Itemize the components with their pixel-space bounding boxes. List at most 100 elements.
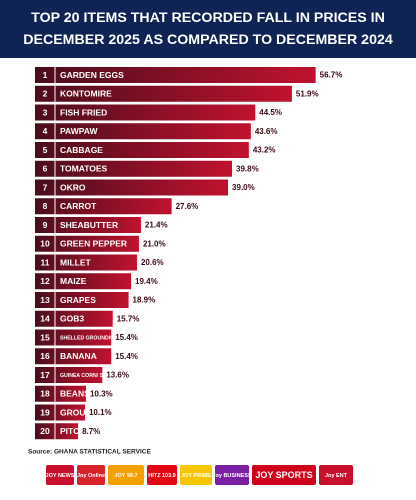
- bar: [35, 329, 112, 346]
- value-label: 56.7%: [320, 71, 343, 80]
- logo: [215, 465, 249, 485]
- logo-label: Joy BUSINESS: [212, 473, 251, 479]
- value-label: 15.7%: [117, 314, 140, 323]
- value-label: 21.4%: [145, 221, 168, 230]
- logo: [108, 465, 144, 485]
- value-label: 39.0%: [232, 183, 255, 192]
- category-label: GREEN PEPPER: [60, 239, 127, 249]
- rank-label: 20: [40, 426, 50, 436]
- chart-title: DECEMBER 2025 AS COMPARED TO DECEMBER 20…: [23, 32, 393, 48]
- category-label: GRAPES: [60, 295, 96, 305]
- rank-label: 7: [43, 182, 48, 192]
- category-label: GARDEN EGGS: [60, 70, 124, 80]
- bar: [35, 217, 141, 233]
- logo: [180, 465, 212, 485]
- logo: [252, 465, 316, 485]
- category-label: PITO: [60, 426, 80, 436]
- logo-label: JOY PRIME: [181, 473, 211, 479]
- category-label: KONTOMIRE: [60, 89, 112, 99]
- bar: [35, 198, 172, 215]
- category-label: MAIZE: [60, 276, 87, 286]
- logo-label: JOY 99.7: [114, 473, 137, 479]
- category-label: BANANA: [60, 351, 97, 361]
- logo: [319, 465, 353, 485]
- category-label: TOMATOES: [60, 164, 108, 174]
- category-label: PAWPAW: [60, 126, 98, 136]
- rank-label: 8: [43, 201, 48, 211]
- category-label: CARROT: [60, 201, 97, 211]
- value-label: 15.4%: [115, 352, 138, 361]
- rank-label: 14: [40, 314, 50, 324]
- bar: [35, 160, 233, 177]
- bar: [35, 367, 103, 383]
- bar: [35, 142, 249, 158]
- rank-label: 17: [40, 370, 50, 380]
- category-label: BEANS: [60, 389, 90, 399]
- rank-label: 3: [43, 107, 48, 117]
- logo-label: Joy ENT: [325, 473, 348, 479]
- rank-label: 18: [40, 389, 50, 399]
- value-label: 27.6%: [176, 202, 199, 211]
- bar: [35, 423, 79, 440]
- value-label: 39.8%: [236, 164, 259, 173]
- logo-label: JOY SPORTS: [255, 470, 312, 480]
- value-label: 43.6%: [255, 127, 278, 136]
- category-label: GUINEA CORN/ SORGHUM: [60, 373, 127, 379]
- value-label: 10.3%: [90, 389, 113, 398]
- logo: [77, 465, 105, 485]
- category-label: SHELLED GROUNDNUTS: [60, 335, 123, 341]
- category-label: FISH FRIED: [60, 107, 107, 117]
- rank-label: 5: [43, 145, 48, 155]
- category-label: GROUNDNUT OIL: [60, 407, 132, 417]
- rank-label: 19: [40, 407, 50, 417]
- bar: [35, 385, 86, 402]
- value-label: 8.7%: [82, 427, 100, 436]
- value-label: 20.6%: [141, 258, 164, 267]
- bar: [35, 254, 137, 271]
- rank-label: 12: [40, 276, 50, 286]
- rank-label: 6: [43, 164, 48, 174]
- category-label: CABBAGE: [60, 145, 103, 155]
- logo: [147, 465, 177, 485]
- value-label: 10.1%: [89, 408, 112, 417]
- value-label: 21.0%: [143, 239, 166, 248]
- rank-label: 16: [40, 351, 50, 361]
- bar: [35, 310, 113, 327]
- bar: [35, 104, 256, 121]
- chart-title: TOP 20 ITEMS THAT RECORDED FALL IN PRICE…: [31, 10, 385, 26]
- value-label: 43.2%: [253, 146, 276, 155]
- logo-label: HITZ 103.9: [148, 473, 176, 479]
- category-label: GOB3: [60, 314, 84, 324]
- bar: [35, 235, 139, 252]
- value-label: 51.9%: [296, 89, 319, 98]
- bar: [35, 404, 85, 421]
- value-label: 13.6%: [106, 371, 129, 380]
- value-label: 44.5%: [259, 108, 282, 117]
- bar: [35, 179, 229, 196]
- rank-label: 1: [43, 70, 48, 80]
- rank-label: 10: [40, 239, 50, 249]
- bar: [35, 67, 316, 83]
- rank-label: 9: [43, 220, 48, 230]
- logo: [46, 465, 74, 485]
- rank-label: 13: [40, 295, 50, 305]
- source: Source: GHANA STATISTICAL SERVICE: [28, 449, 151, 456]
- rank-label: 4: [43, 126, 48, 136]
- logo-label: JOY NEWS: [46, 473, 75, 479]
- rank-label: 15: [40, 332, 50, 342]
- rank-label: 11: [41, 257, 50, 267]
- bar: [35, 123, 251, 140]
- bar: [35, 292, 129, 308]
- bar: [35, 273, 132, 290]
- bar: [35, 348, 112, 365]
- logo-label: Joy Online: [77, 473, 105, 479]
- value-label: 15.4%: [115, 333, 138, 342]
- rank-label: 2: [43, 89, 48, 99]
- value-label: 19.4%: [135, 277, 158, 286]
- category-label: OKRO: [60, 182, 86, 192]
- category-label: MILLET: [60, 257, 91, 267]
- value-label: 18.9%: [133, 296, 156, 305]
- category-label: SHEABUTTER: [60, 220, 118, 230]
- header: [0, 0, 416, 58]
